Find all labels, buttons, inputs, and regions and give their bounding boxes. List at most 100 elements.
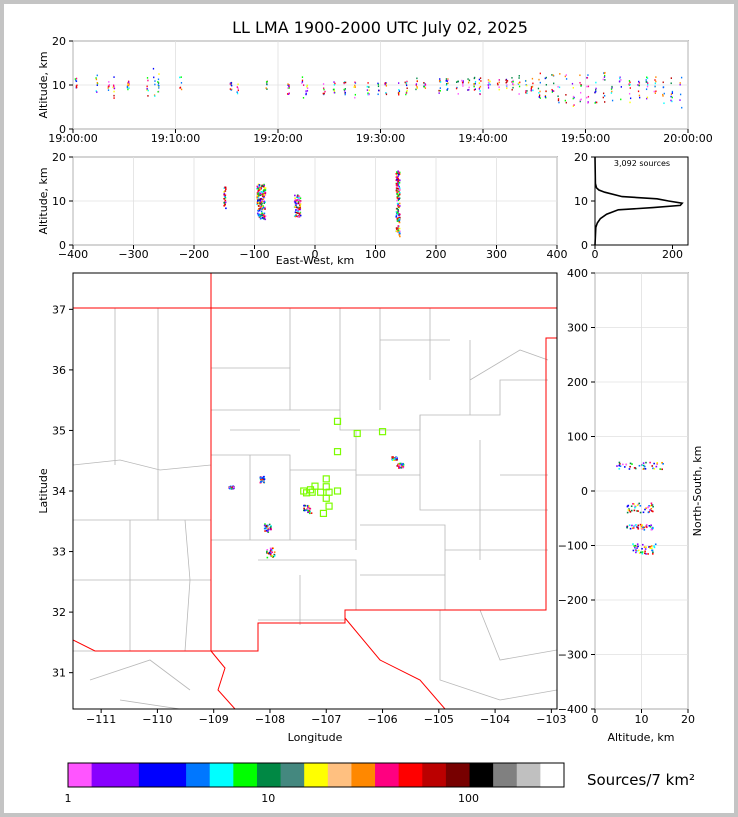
altitude-time-source (287, 85, 290, 87)
altitude-time-source (287, 87, 289, 89)
northsouth-altitude-ytick-label: −300 (558, 649, 588, 662)
altitude-eastwest-source (264, 218, 267, 221)
altitude-time-source (679, 93, 682, 96)
altitude-time-source (530, 86, 533, 89)
northsouth-altitude-source (647, 506, 649, 509)
northsouth-altitude-source (631, 524, 633, 527)
altitude-time-source (236, 86, 238, 88)
altitude-time-source (564, 99, 566, 102)
altitude-time-source (439, 89, 441, 92)
altitude-time-source (579, 91, 582, 94)
altitude-time-source (108, 81, 110, 83)
altitude-time-source (231, 84, 233, 87)
altitude-eastwest-source (396, 195, 399, 198)
altitude-eastwest-xtick-label: 0 (312, 248, 319, 261)
plan-view-source (398, 465, 400, 468)
northsouth-altitude-source (626, 526, 628, 529)
northsouth-altitude-source (625, 463, 628, 466)
altitude-eastwest-source (223, 204, 225, 207)
altitude-time-source (445, 79, 447, 82)
altitude-time-source (447, 87, 449, 90)
altitude-time-source (646, 77, 649, 80)
altitude-time-source (377, 93, 379, 96)
northsouth-altitude-source (645, 507, 647, 510)
altitude-eastwest-source (296, 196, 298, 199)
altitude-eastwest-source (258, 185, 261, 187)
plan-view-xtick-label: −105 (424, 713, 454, 726)
altitude-eastwest-source (262, 185, 265, 188)
altitude-time-source (487, 85, 490, 88)
altitude-eastwest-source (224, 190, 227, 192)
altitude-time-source (579, 74, 581, 77)
altitude-time-source (596, 101, 598, 104)
altitude-time-source (552, 74, 555, 77)
plan-view-source (267, 529, 269, 531)
altitude-time-source (439, 87, 441, 89)
lma-station-marker (378, 428, 387, 436)
altitude-time-source (487, 81, 490, 84)
altitude-time-source (551, 74, 553, 76)
northsouth-altitude-xtick-label: 0 (592, 713, 599, 726)
altitude-time-source (531, 77, 534, 80)
altitude-eastwest-source (224, 195, 226, 198)
altitude-time-source (595, 81, 597, 84)
plan-view-source (265, 525, 268, 528)
altitude-eastwest-source (257, 207, 260, 210)
northsouth-altitude-source (652, 510, 654, 513)
northsouth-altitude-ylabel: North-South, km (691, 446, 704, 537)
colorbar-cell (162, 763, 187, 787)
northsouth-altitude-source (628, 468, 631, 470)
altitude-eastwest-source (397, 213, 400, 216)
altitude-time-xtick-label: 20:00:00 (663, 132, 712, 145)
altitude-eastwest-source (296, 208, 299, 210)
altitude-time-source (112, 84, 115, 87)
altitude-eastwest-source (299, 205, 302, 208)
altitude-eastwest-source (398, 221, 401, 224)
altitude-time-source (447, 82, 449, 85)
lma-station-marker (317, 488, 325, 496)
altitude-eastwest-source (397, 195, 400, 197)
altitude-time-source (670, 82, 672, 85)
altitude-time-source (415, 84, 417, 86)
altitude-time-source (343, 81, 345, 84)
altitude-time-source (302, 84, 305, 86)
plan-view-source (308, 510, 311, 512)
altitude-eastwest-source (397, 174, 400, 176)
altitude-eastwest-source (259, 194, 262, 197)
plan-view-source (269, 551, 271, 554)
altitude-eastwest-source (295, 205, 297, 207)
altitude-time-source (654, 79, 656, 81)
altitude-eastwest-source (396, 199, 398, 202)
altitude-time-source (416, 86, 418, 88)
altitude-time-source (506, 87, 508, 90)
altitude-eastwest-source (224, 194, 227, 197)
altitude-eastwest-source (257, 190, 259, 193)
altitude-eastwest-source (397, 210, 400, 212)
altitude-time-source (594, 91, 596, 94)
altitude-time-source (539, 90, 541, 93)
northsouth-altitude-source (641, 464, 644, 466)
altitude-time-source (473, 89, 476, 91)
northsouth-altitude-source (649, 509, 651, 511)
altitude-time-source (526, 90, 528, 92)
altitude-eastwest-source (259, 213, 262, 216)
northsouth-altitude-source (629, 527, 632, 530)
altitude-time-source (488, 79, 490, 82)
northsouth-altitude-source (650, 507, 653, 510)
altitude-eastwest-source (259, 187, 262, 189)
northsouth-altitude-source (645, 553, 647, 555)
altitude-eastwest-source (299, 206, 301, 209)
altitude-eastwest-source (257, 186, 259, 189)
altitude-time-source (604, 101, 606, 103)
altitude-time-source (637, 90, 640, 93)
altitude-time-source (479, 77, 482, 79)
altitude-eastwest-source (398, 205, 401, 207)
altitude-time-source (344, 88, 346, 90)
altitude-time-source (474, 82, 476, 85)
altitude-time-source (587, 74, 589, 76)
altitude-eastwest-source (259, 200, 262, 203)
altitude-time-source (538, 96, 541, 98)
colorbar-tick-label: 1 (65, 792, 72, 805)
altitude-eastwest-source (260, 204, 263, 206)
altitude-time-source (322, 92, 324, 95)
